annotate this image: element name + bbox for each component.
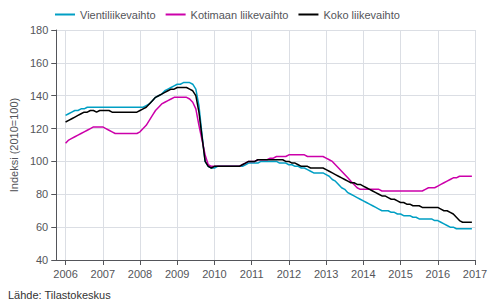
svg-text:Kotimaan liikevaihto: Kotimaan liikevaihto <box>191 9 289 21</box>
svg-text:120: 120 <box>30 123 48 135</box>
svg-text:2010: 2010 <box>202 268 226 280</box>
svg-text:2016: 2016 <box>426 268 450 280</box>
svg-text:Koko liikevaihto: Koko liikevaihto <box>323 9 399 21</box>
svg-text:2009: 2009 <box>165 268 189 280</box>
svg-text:2013: 2013 <box>314 268 338 280</box>
svg-text:40: 40 <box>36 254 48 266</box>
svg-text:2015: 2015 <box>388 268 412 280</box>
svg-text:2006: 2006 <box>53 268 77 280</box>
svg-text:2014: 2014 <box>351 268 375 280</box>
svg-text:Indeksi (2010=100): Indeksi (2010=100) <box>8 98 20 192</box>
svg-text:2008: 2008 <box>128 268 152 280</box>
svg-text:Vientiliikevaihto: Vientiliikevaihto <box>80 9 156 21</box>
svg-text:160: 160 <box>30 57 48 69</box>
svg-text:140: 140 <box>30 90 48 102</box>
svg-text:180: 180 <box>30 24 48 36</box>
svg-text:2007: 2007 <box>91 268 115 280</box>
svg-text:Lähde: Tilastokeskus: Lähde: Tilastokeskus <box>8 289 111 301</box>
svg-text:60: 60 <box>36 221 48 233</box>
svg-text:100: 100 <box>30 155 48 167</box>
svg-text:2012: 2012 <box>277 268 301 280</box>
svg-text:80: 80 <box>36 188 48 200</box>
svg-text:2011: 2011 <box>240 268 264 280</box>
svg-text:2017: 2017 <box>463 268 487 280</box>
